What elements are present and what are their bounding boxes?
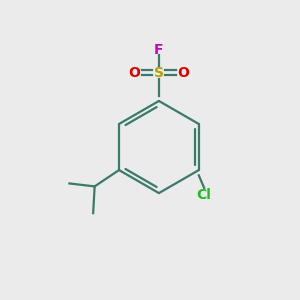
Text: O: O: [129, 66, 140, 80]
Text: S: S: [154, 66, 164, 80]
Text: O: O: [177, 66, 189, 80]
Text: Cl: Cl: [197, 188, 212, 202]
Text: F: F: [154, 43, 164, 56]
